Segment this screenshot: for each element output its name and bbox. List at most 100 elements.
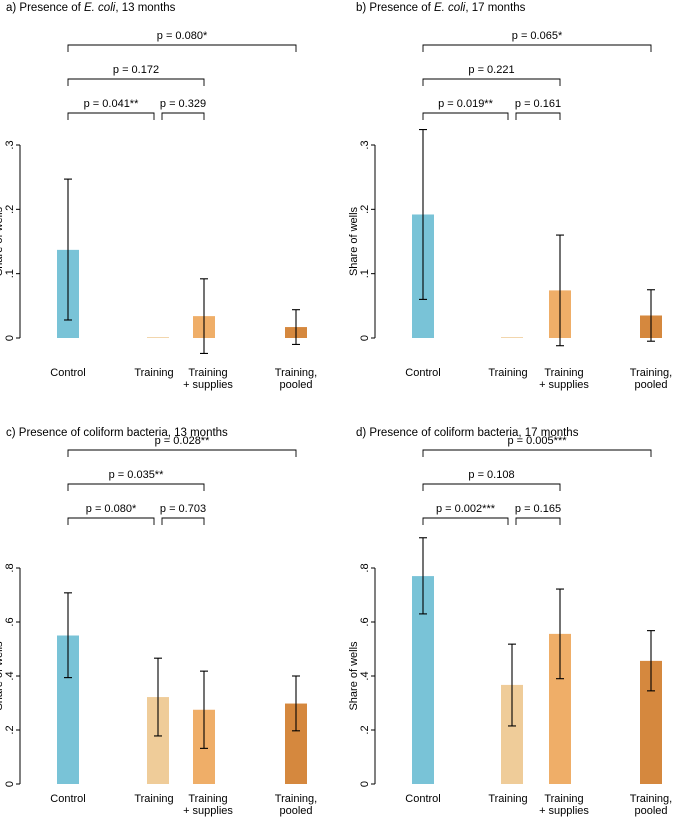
comparison-bracket: p = 0.080*: [68, 503, 154, 525]
p-value-label: p = 0.028**: [155, 435, 210, 447]
y-axis-title: Share of wells: [0, 641, 5, 711]
bracket-line: [68, 113, 154, 120]
comparison-bracket: p = 0.703: [160, 503, 206, 525]
panel-letter: d): [356, 427, 366, 439]
category-label: Training: [188, 793, 227, 805]
comparison-bracket: p = 0.035**: [68, 469, 204, 491]
category-label: Training,: [275, 367, 317, 379]
bracket-line: [423, 450, 651, 457]
p-value-label: p = 0.035**: [109, 469, 164, 481]
bracket-line: [68, 79, 204, 86]
comparison-bracket: p = 0.221: [423, 64, 560, 86]
figure: a) Presence of E. coli, 13 months0.1.2.3…: [0, 0, 685, 819]
p-value-label: p = 0.080*: [157, 30, 208, 42]
title-italic: E. coli: [84, 2, 116, 14]
category-label: pooled: [634, 805, 667, 817]
panel-letter: a): [6, 2, 16, 14]
y-tick-label: .3: [359, 140, 371, 149]
p-value-label: p = 0.080*: [86, 503, 137, 515]
comparison-bracket: p = 0.172: [68, 64, 204, 86]
y-tick-label: .3: [4, 140, 16, 149]
p-value-label: p = 0.703: [160, 503, 206, 515]
y-tick-label: .1: [4, 269, 16, 278]
title-italic: E. coli: [434, 2, 466, 14]
y-axis-title: Share of wells: [348, 206, 360, 276]
bracket-line: [162, 113, 204, 120]
p-value-label: p = 0.065*: [512, 30, 563, 42]
panel-letter: c): [6, 427, 16, 439]
p-value-label: p = 0.019**: [438, 98, 493, 110]
y-tick-label: .2: [359, 725, 371, 734]
chart-panel-c: c) Presence of coliform bacteria, 13 mon…: [0, 427, 317, 817]
p-value-label: p = 0.165: [515, 503, 561, 515]
category-label: pooled: [634, 379, 667, 391]
category-label: + supplies: [183, 805, 233, 817]
category-label: Training: [134, 367, 173, 379]
category-label: pooled: [279, 805, 312, 817]
category-label: Training,: [630, 367, 672, 379]
y-tick-label: .2: [359, 205, 371, 214]
comparison-bracket: p = 0.041**: [68, 98, 154, 120]
y-tick-label: .4: [4, 671, 16, 680]
category-label: Training: [188, 367, 227, 379]
panel-letter: b): [356, 2, 366, 14]
category-label: Control: [405, 793, 440, 805]
comparison-bracket: p = 0.108: [423, 469, 560, 491]
bracket-line: [68, 484, 204, 491]
category-label: Training,: [275, 793, 317, 805]
comparison-bracket: p = 0.019**: [423, 98, 508, 120]
comparison-bracket: p = 0.165: [515, 503, 561, 525]
y-tick-label: .4: [359, 671, 371, 680]
comparison-bracket: p = 0.002***: [423, 503, 508, 525]
category-label: + supplies: [539, 379, 589, 391]
y-axis-title: Share of wells: [0, 206, 5, 276]
bracket-line: [423, 484, 560, 491]
y-tick-label: 0: [4, 335, 16, 341]
comparison-bracket: p = 0.080*: [68, 30, 296, 52]
p-value-label: p = 0.329: [160, 98, 206, 110]
y-tick-label: 0: [359, 781, 371, 787]
y-tick-label: 0: [4, 781, 16, 787]
y-tick-label: .1: [359, 269, 371, 278]
p-value-label: p = 0.041**: [84, 98, 139, 110]
p-value-label: p = 0.161: [515, 98, 561, 110]
panel-title: a) Presence of E. coli, 13 months: [6, 2, 176, 14]
bracket-line: [423, 518, 508, 525]
y-tick-label: 0: [359, 335, 371, 341]
category-label: + supplies: [539, 805, 589, 817]
y-tick-label: .2: [4, 205, 16, 214]
category-label: Training: [544, 793, 583, 805]
comparison-bracket: p = 0.065*: [423, 30, 651, 52]
category-label: Control: [50, 367, 85, 379]
category-label: Training: [488, 793, 527, 805]
category-label: Control: [405, 367, 440, 379]
bracket-line: [68, 518, 154, 525]
bracket-line: [423, 113, 508, 120]
y-tick-label: .6: [359, 617, 371, 626]
category-label: Control: [50, 793, 85, 805]
comparison-bracket: p = 0.329: [160, 98, 206, 120]
title-suffix: , 13 months: [115, 2, 175, 14]
p-value-label: p = 0.002***: [436, 503, 496, 515]
y-tick-label: .8: [4, 563, 16, 572]
p-value-label: p = 0.172: [113, 64, 159, 76]
bracket-line: [423, 79, 560, 86]
category-label: + supplies: [183, 379, 233, 391]
chart-panel-d: d) Presence of coliform bacteria, 17 mon…: [348, 427, 672, 817]
chart-panel-a: a) Presence of E. coli, 13 months 0 .1 .2 .3…: [0, 2, 317, 391]
panel-title: b) Presence of E. coli, 17 months: [356, 2, 526, 14]
title-prefix: Presence of: [366, 2, 434, 14]
y-tick-label: .2: [4, 725, 16, 734]
title-prefix: Presence of: [16, 2, 84, 14]
y-tick-label: .6: [4, 617, 16, 626]
category-label: Training: [488, 367, 527, 379]
bracket-line: [68, 45, 296, 52]
y-tick-label: .8: [359, 563, 371, 572]
bracket-line: [68, 450, 296, 457]
bar-training: [501, 337, 523, 338]
chart-panel-b: b) Presence of E. coli, 17 months 0 .1 .2 .3…: [348, 2, 672, 391]
bracket-line: [162, 518, 204, 525]
bracket-line: [516, 518, 560, 525]
comparison-bracket: p = 0.161: [515, 98, 561, 120]
category-label: pooled: [279, 379, 312, 391]
